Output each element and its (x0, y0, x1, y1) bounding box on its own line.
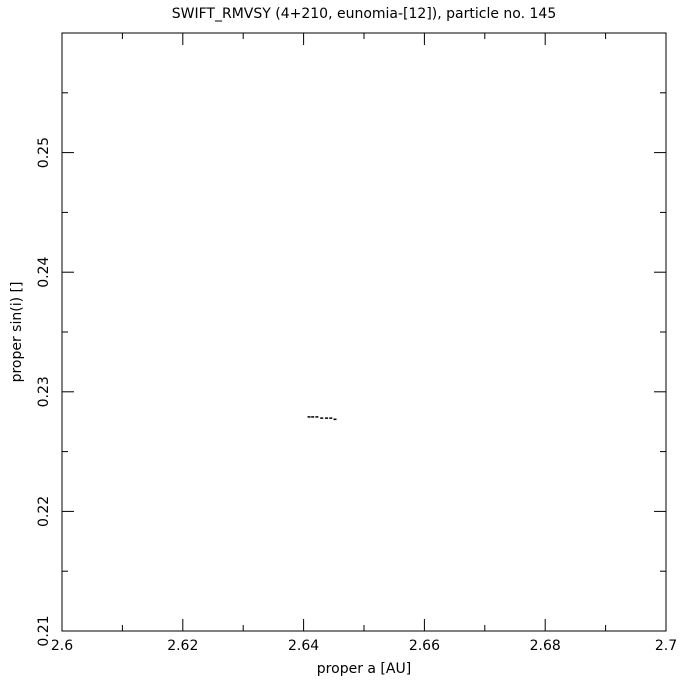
y-axis-label: proper sin(i) [] (9, 282, 25, 383)
x-tick-label: 2.6 (51, 638, 73, 654)
x-tick-label: 2.7 (655, 638, 677, 654)
x-tick-label: 2.62 (167, 638, 198, 654)
y-tick-label: 0.25 (36, 137, 52, 168)
point (329, 417, 333, 419)
point (315, 416, 319, 418)
point (311, 416, 315, 418)
point (333, 418, 337, 421)
point (320, 417, 324, 419)
plot-frame (61, 32, 667, 632)
x-tick-label: 2.64 (288, 638, 319, 654)
y-tick-label: 0.24 (36, 257, 52, 288)
x-axis-label: proper a [AU] (317, 661, 411, 677)
x-tick-label: 2.66 (409, 638, 440, 654)
point (307, 416, 311, 418)
point (325, 417, 329, 419)
x-tick-label: 2.68 (530, 638, 561, 654)
chart-title: SWIFT_RMVSY (4+210, eunomia-[12]), parti… (172, 6, 556, 22)
y-tick-label: 0.21 (36, 615, 52, 646)
y-tick-label: 0.23 (36, 376, 52, 407)
y-tick-label: 0.22 (36, 496, 52, 527)
